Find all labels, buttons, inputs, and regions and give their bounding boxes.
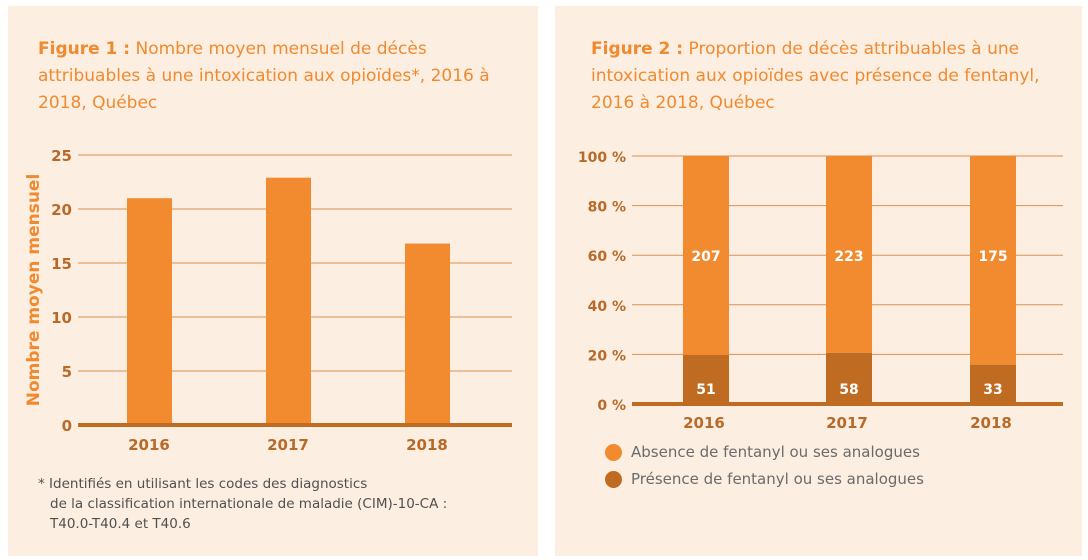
figure-1-panel: Figure 1 : Nombre moyen mensuel de décès… — [8, 6, 538, 556]
y-tick-label: 40 % — [588, 299, 626, 315]
bar-absence-2018 — [970, 156, 1016, 365]
y-tick-label: 80 % — [588, 200, 626, 216]
footnote-line: T40.0-T40.4 et T40.6 — [50, 516, 191, 532]
figure-2-chart: 0 % 20 % 40 % 60 % 80 % 100 % 207 51 2016 223 58 20… — [578, 150, 1063, 432]
x-tick-label: 2016 — [128, 436, 170, 454]
bar-absence-2016 — [683, 156, 729, 355]
data-label: 175 — [978, 249, 1007, 265]
y-tick-label: 60 % — [588, 249, 626, 265]
y-tick-label: 15 — [51, 255, 72, 273]
data-label: 223 — [834, 249, 863, 265]
bar-presence-2018 — [970, 364, 1016, 404]
footnote-line: de la classification internationale de m… — [50, 496, 448, 512]
footnote: * Identifiés en utilisant les codes des … — [38, 474, 447, 534]
legend-item-absence: Absence de fentanyl ou ses analogues — [605, 443, 920, 461]
x-tick-label: 2017 — [267, 436, 309, 454]
y-tick-label: 0 — [62, 417, 72, 435]
y-tick-label: 5 — [62, 363, 72, 381]
x-tick-label: 2018 — [970, 414, 1012, 432]
x-tick-label: 2017 — [826, 414, 868, 432]
legend-swatch — [605, 443, 622, 461]
bar-2017 — [266, 177, 311, 425]
x-tick-label: 2018 — [406, 436, 448, 454]
bar-2018 — [405, 243, 450, 425]
y-tick-label: 100 % — [578, 150, 626, 166]
y-tick-label: 0 % — [597, 398, 626, 414]
y-axis-label: Nombre moyen mensuel — [24, 174, 44, 407]
data-label: 51 — [696, 382, 715, 398]
figure-2-panel: Figure 2 : Proportion de décès attribuab… — [555, 6, 1082, 556]
legend-swatch — [605, 470, 622, 488]
y-tick-label: 20 % — [588, 348, 626, 364]
footnote-line: * Identifiés en utilisant les codes des … — [38, 476, 368, 492]
data-label: 207 — [691, 249, 720, 265]
data-label: 33 — [983, 382, 1002, 398]
y-tick-label: 25 — [51, 147, 72, 165]
bar-absence-2017 — [826, 156, 872, 353]
y-tick-label: 20 — [51, 201, 72, 219]
figure-1-title: Figure 1 : Nombre moyen mensuel de décès… — [38, 39, 490, 113]
figure-1-chart: 0 5 10 15 20 25 2016 2017 2018 Nombre moyen mensu… — [24, 147, 512, 454]
bar-2016 — [127, 198, 172, 425]
x-tick-label: 2016 — [683, 414, 725, 432]
legend-item-presence: Présence de fentanyl ou ses analogues — [605, 470, 924, 488]
figure-2-title: Figure 2 : Proportion de décès attribuab… — [591, 39, 1040, 113]
bar-presence-2016 — [683, 354, 729, 404]
data-label: 58 — [839, 382, 858, 398]
y-tick-label: 10 — [51, 309, 72, 327]
bar-presence-2017 — [826, 352, 872, 404]
